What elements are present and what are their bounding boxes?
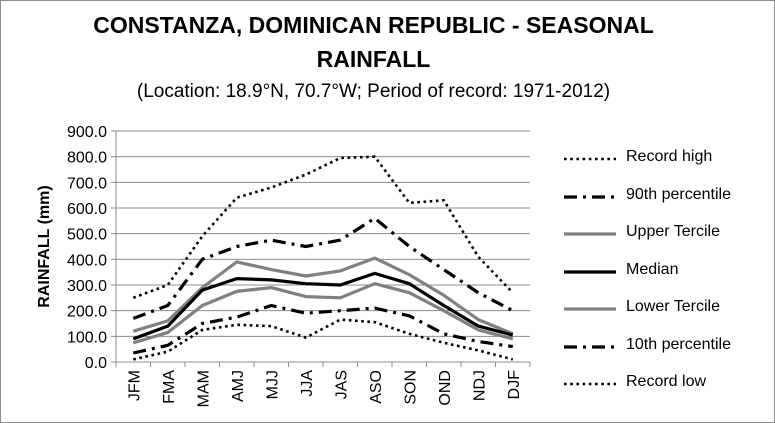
y-tick-label: 900.0 [67, 124, 107, 141]
y-tick-label: 800.0 [67, 150, 107, 167]
series-line-median [132, 271, 514, 341]
legend-swatch [564, 194, 616, 199]
x-tick-label: JFM [126, 370, 143, 401]
legend-item-lower-tercile: Lower Tercile [562, 293, 767, 331]
series-line-10th-percentile [132, 303, 514, 355]
legend-item-upper-tercile: Upper Tercile [562, 218, 767, 256]
series-line-record-low [133, 318, 514, 361]
y-tick-label: 400.0 [67, 252, 107, 269]
x-tick-label: MJJ [264, 370, 281, 399]
y-tick-label: 700.0 [67, 175, 107, 192]
y-tick-label: 600.0 [67, 201, 107, 218]
legend-item-record-low: Record low [562, 368, 767, 406]
legend-swatch [564, 232, 616, 236]
x-tick-label: JJA [299, 370, 316, 397]
legend-label: Lower Tercile [626, 298, 720, 315]
series-line-upper-tercile [132, 256, 514, 336]
chart-title-line-1: CONSTANZA, DOMINICAN REPUBLIC - SEASONAL [93, 12, 654, 38]
x-tick-label: ASO [368, 370, 385, 404]
x-tick-label: MAM [195, 370, 212, 407]
legend-swatch [564, 382, 616, 386]
legend-swatch [564, 157, 616, 161]
legend-label: Record high [626, 148, 713, 165]
x-tick-label: NDJ [471, 370, 488, 401]
legend: Record high 90th percentile Upper Tercile M… [562, 143, 767, 406]
y-axis-label: RAINFALL (mm) [36, 185, 53, 307]
y-tick-label: 200.0 [67, 304, 107, 321]
series-line-90th-percentile [132, 216, 514, 320]
x-tick-label: AMJ [230, 370, 247, 402]
chart-title-line-2: RAINFALL [316, 46, 431, 72]
x-tick-label: OND [437, 370, 454, 406]
y-tick-label: 500.0 [67, 227, 107, 244]
legend-item-median: Median [562, 256, 767, 294]
chart-subtitle: (Location: 18.9°N, 70.7°W; Period of rec… [136, 81, 611, 102]
y-tick-label: 300.0 [67, 278, 107, 295]
y-tick-label: 100.0 [67, 329, 107, 346]
legend-label: Median [626, 260, 679, 278]
legend-label: 10th percentile [626, 335, 731, 353]
legend-item-90th-percentile: 90th percentile [562, 181, 767, 219]
x-tick-label: JAS [333, 370, 350, 399]
y-tick-label: 0.0 [85, 355, 107, 372]
legend-item-10th-percentile: 10th percentile [562, 331, 767, 369]
legend-label: 90th percentile [626, 185, 731, 203]
legend-label: Record low [626, 373, 707, 390]
series-line-record-high [132, 155, 514, 300]
series-line-lower-tercile [132, 282, 514, 345]
legend-swatch [564, 307, 616, 311]
x-tick-label: DJF [506, 370, 523, 400]
x-tick-label: SON [402, 370, 419, 405]
legend-swatch [564, 269, 616, 274]
legend-swatch [564, 344, 616, 349]
x-tick-label: FMA [161, 370, 178, 404]
legend-item-record-high: Record high [562, 143, 767, 181]
legend-label: Upper Tercile [626, 223, 720, 240]
plot-area: 0.0 100.0 200.0 300.0 400.0 500.0 600.0 700.0 80… [36, 124, 531, 407]
